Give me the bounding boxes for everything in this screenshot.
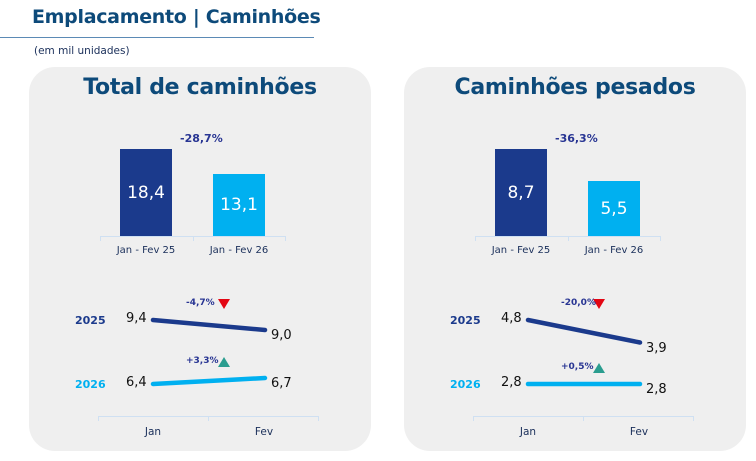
triangle-up-icon: [593, 363, 605, 373]
axis-tick: [693, 416, 694, 421]
change-label: +0,5%: [561, 362, 594, 372]
category-label: Fev: [254, 426, 274, 438]
axis-tick: [568, 236, 569, 241]
line-chart: [525, 299, 643, 387]
value-label: 2,8: [646, 382, 667, 397]
series-line-2026: [150, 375, 268, 387]
value-label: 9,0: [271, 328, 292, 343]
change-label: -28,7%: [180, 132, 223, 145]
triangle-down-icon: [593, 299, 605, 309]
change-label: +3,3%: [186, 356, 219, 366]
series-label: 2026: [450, 378, 481, 391]
value-label: 6,4: [126, 375, 147, 390]
series-label: 2025: [450, 314, 481, 327]
change-label: -4,7%: [186, 298, 215, 308]
category-label: Jan - Fev 26: [584, 245, 644, 256]
panel-title: Caminhões pesados: [454, 75, 696, 100]
axis-tick: [100, 236, 101, 241]
value-label: 9,4: [126, 311, 147, 326]
axis-tick: [475, 236, 476, 241]
bar-2025: 18,4: [120, 149, 172, 236]
panel-total-caminhoes: Total de caminhões 18,4 Jan - Fev 25 13,1 J…: [29, 67, 371, 451]
axis-tick: [193, 236, 194, 241]
category-label: Jan: [519, 426, 537, 438]
panel-caminhoes-pesados: Caminhões pesados 8,7 Jan - Fev 25 5,5 Jan …: [404, 67, 746, 451]
category-label: Jan: [144, 426, 162, 438]
series-line-2025: [150, 317, 268, 333]
unit-note: (em mil unidades): [34, 45, 130, 57]
axis-tick: [583, 416, 584, 421]
axis-tick: [285, 236, 286, 241]
bar-2026: 5,5: [588, 181, 640, 236]
value-label: 6,7: [271, 376, 292, 391]
bar-2025: 8,7: [495, 149, 547, 236]
axis-tick: [473, 416, 474, 421]
series-label: 2025: [75, 314, 106, 327]
panel-title: Total de caminhões: [83, 75, 317, 100]
value-label: 2,8: [501, 375, 522, 390]
axis-tick: [98, 416, 99, 421]
change-label: -20,0%: [561, 298, 596, 308]
axis-tick: [660, 236, 661, 241]
change-label: -36,3%: [555, 132, 598, 145]
value-label: 3,9: [646, 340, 667, 356]
category-label: Jan - Fev 25: [491, 245, 551, 256]
category-label: Jan - Fev 25: [116, 245, 176, 256]
axis-tick: [318, 416, 319, 421]
line-chart: [150, 299, 268, 387]
axis-tick: [208, 416, 209, 421]
series-line-2025: [525, 317, 643, 345]
page-title: Emplacamento | Caminhões: [32, 6, 321, 28]
title-divider: [0, 37, 314, 38]
triangle-up-icon: [218, 357, 230, 367]
series-label: 2026: [75, 378, 106, 391]
category-label: Jan - Fev 26: [209, 245, 269, 256]
bar-2026: 13,1: [213, 174, 265, 236]
category-label: Fev: [629, 426, 649, 438]
value-label: 4,8: [501, 311, 522, 326]
triangle-down-icon: [218, 299, 230, 309]
